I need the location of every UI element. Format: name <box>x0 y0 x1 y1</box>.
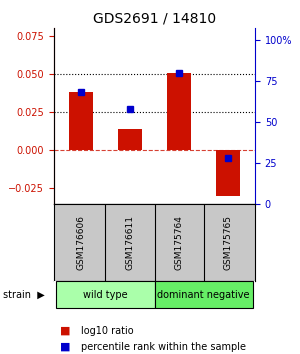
Text: ■: ■ <box>60 326 70 336</box>
Text: strain  ▶: strain ▶ <box>3 290 45 300</box>
Bar <box>216 150 240 196</box>
Text: GSM175765: GSM175765 <box>224 215 232 270</box>
Text: percentile rank within the sample: percentile rank within the sample <box>81 342 246 352</box>
Text: dominant negative: dominant negative <box>157 290 250 300</box>
Text: wild type: wild type <box>83 290 128 300</box>
Text: GSM176611: GSM176611 <box>125 215 134 270</box>
Bar <box>154 281 253 308</box>
Bar <box>69 92 93 150</box>
Text: ■: ■ <box>60 342 70 352</box>
Bar <box>167 73 191 150</box>
Bar <box>56 281 154 308</box>
Text: GSM176606: GSM176606 <box>76 215 85 270</box>
Title: GDS2691 / 14810: GDS2691 / 14810 <box>93 12 216 26</box>
Text: log10 ratio: log10 ratio <box>81 326 134 336</box>
Text: GSM175764: GSM175764 <box>175 215 184 270</box>
Bar <box>118 129 142 150</box>
